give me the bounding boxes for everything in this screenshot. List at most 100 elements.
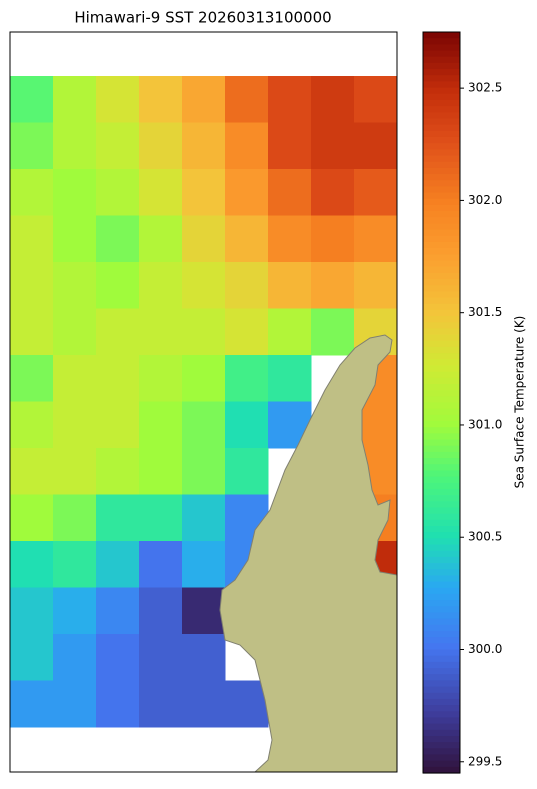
colorbar-slice — [423, 495, 460, 502]
colorbar — [423, 32, 460, 774]
colorbar-slice — [423, 742, 460, 749]
heatmap-cell — [10, 587, 54, 635]
heatmap-cell — [311, 215, 355, 263]
colorbar-slice — [423, 612, 460, 620]
colorbar-slice — [423, 192, 460, 200]
heatmap-cell — [182, 76, 226, 123]
heatmap-cell — [96, 401, 140, 449]
heatmap-cell — [182, 541, 226, 588]
colorbar-slice — [423, 692, 460, 700]
colorbar-tick-label: 299.5 — [468, 754, 502, 768]
heatmap-cell — [354, 262, 398, 309]
heatmap-cell — [96, 355, 140, 402]
heatmap-cell — [10, 262, 54, 309]
colorbar-slice — [423, 668, 460, 675]
colorbar-slice — [423, 501, 460, 509]
heatmap-cell — [225, 448, 269, 495]
colorbar-slice — [423, 649, 460, 657]
heatmap-cell — [225, 401, 269, 449]
heatmap-cell — [53, 587, 97, 635]
colorbar-tick-label: 301.5 — [468, 305, 502, 319]
heatmap-cell — [354, 122, 398, 170]
colorbar-slice — [423, 445, 460, 453]
colorbar-slice — [423, 81, 460, 89]
heatmap-cell — [225, 308, 269, 356]
heatmap-cell — [311, 169, 355, 216]
colorbar-slice — [423, 439, 460, 447]
colorbar-slice — [423, 383, 460, 391]
colorbar-slice — [423, 124, 460, 132]
colorbar-tick-label: 300.5 — [468, 530, 502, 544]
heatmap-cell — [139, 262, 183, 309]
heatmap-cell — [268, 355, 312, 402]
colorbar-slice — [423, 223, 460, 231]
colorbar-slice — [423, 532, 460, 539]
colorbar-slice — [423, 735, 460, 743]
colorbar-slice — [423, 556, 460, 564]
heatmap-cell — [268, 262, 312, 309]
heatmap-cell — [182, 448, 226, 495]
colorbar-slice — [423, 272, 460, 280]
colorbar-slice — [423, 618, 460, 626]
heatmap-cell — [182, 401, 226, 449]
colorbar-slice — [423, 451, 460, 459]
colorbar-slice — [423, 340, 460, 348]
colorbar-slice — [423, 408, 460, 416]
heatmap-cell — [139, 308, 183, 356]
heatmap-cell — [182, 494, 226, 542]
colorbar-slice — [423, 606, 460, 614]
heatmap-cell — [96, 541, 140, 588]
colorbar-slice — [423, 575, 460, 583]
heatmap-cell — [139, 448, 183, 495]
heatmap-cell — [311, 76, 355, 123]
heatmap-cell — [10, 541, 54, 588]
heatmap-cell — [139, 494, 183, 542]
colorbar-slice — [423, 550, 460, 558]
colorbar-slice — [423, 328, 460, 336]
colorbar-slice — [423, 402, 460, 410]
heatmap-cell — [311, 308, 355, 356]
colorbar-slice — [423, 593, 460, 601]
heatmap-cell — [10, 215, 54, 263]
heatmap-cell — [225, 262, 269, 309]
colorbar-slice — [423, 62, 460, 70]
colorbar-slice — [423, 118, 460, 126]
heatmap-cell — [53, 634, 97, 681]
colorbar-slice — [423, 266, 460, 274]
colorbar-slice — [423, 748, 460, 756]
colorbar-slice — [423, 421, 460, 428]
colorbar-slice — [423, 99, 460, 107]
colorbar-slice — [423, 766, 460, 774]
heatmap-cell — [268, 308, 312, 356]
heatmap-cell — [139, 215, 183, 263]
colorbar-slice — [423, 303, 460, 311]
heatmap-cell — [10, 355, 54, 402]
heatmap-cell — [139, 401, 183, 449]
heatmap-cell — [182, 122, 226, 170]
colorbar-slice — [423, 44, 460, 52]
colorbar-slice — [423, 248, 460, 255]
heatmap-cell — [10, 169, 54, 216]
colorbar-slice — [423, 655, 460, 663]
heatmap-cell — [96, 634, 140, 681]
colorbar-slice — [423, 674, 460, 681]
colorbar-slice — [423, 309, 460, 317]
heatmap-cell — [139, 634, 183, 681]
colorbar-slice — [423, 482, 460, 490]
heatmap-cell — [53, 215, 97, 263]
heatmap-cell — [139, 169, 183, 216]
colorbar-slice — [423, 161, 460, 169]
colorbar-slice — [423, 581, 460, 589]
heatmap-cell — [182, 308, 226, 356]
heatmap-cell — [311, 262, 355, 309]
colorbar-slice — [423, 136, 460, 144]
heatmap-cell — [96, 680, 140, 728]
heatmap-cell — [182, 355, 226, 402]
heatmap-cell — [139, 680, 183, 728]
heatmap — [10, 76, 398, 728]
heatmap-cell — [225, 122, 269, 170]
heatmap-cell — [182, 634, 226, 681]
heatmap-cell — [225, 76, 269, 123]
colorbar-slice — [423, 316, 460, 323]
colorbar-slice — [423, 414, 460, 422]
